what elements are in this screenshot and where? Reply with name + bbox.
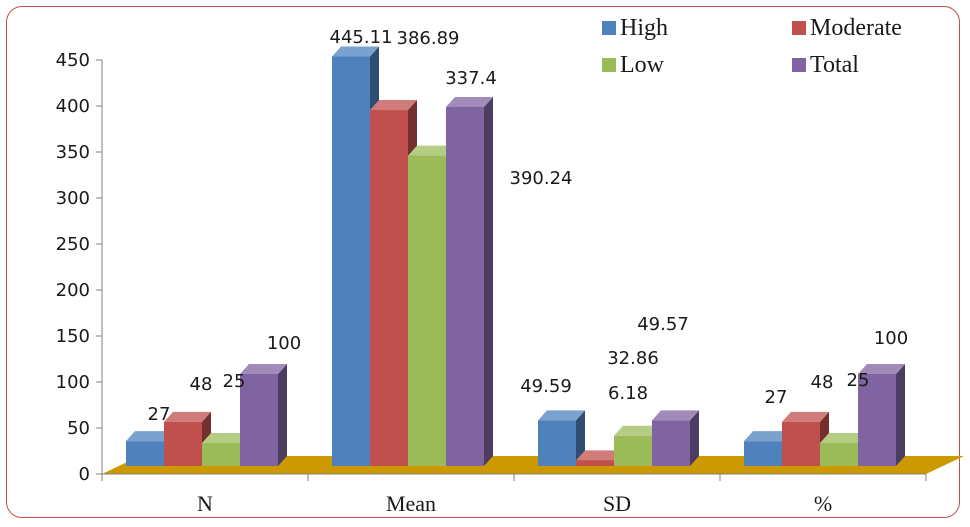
bar-total-sd bbox=[652, 420, 690, 466]
y-tick-label: 150 bbox=[56, 326, 90, 347]
bar-moderate-n bbox=[164, 421, 202, 466]
bar-moderate-mean bbox=[370, 110, 408, 466]
legend-label-total: Total bbox=[810, 52, 859, 78]
bar-low-pct-top bbox=[820, 433, 867, 443]
data-label-low-mean: 337.4 bbox=[445, 68, 497, 89]
bar-low-mean-top bbox=[408, 145, 455, 156]
data-label-total-mean: 390.24 bbox=[510, 168, 573, 189]
bar-total-mean-top bbox=[446, 96, 493, 107]
bar-total-pct-side bbox=[896, 364, 905, 466]
data-label-high-mean: 445.11 bbox=[330, 27, 393, 48]
bar-low-sd-top bbox=[614, 425, 661, 436]
x-category-label: N bbox=[197, 491, 213, 516]
bar-low-n bbox=[202, 443, 240, 466]
bar-total-sd-side bbox=[690, 410, 699, 466]
bar-low-mean bbox=[408, 155, 446, 467]
y-tick-label: 0 bbox=[79, 464, 90, 485]
bar-moderate-pct bbox=[782, 421, 820, 466]
bar-total-mean-side bbox=[484, 96, 493, 467]
bar-total-pct-top bbox=[858, 364, 905, 374]
bar-high-pct-top bbox=[744, 431, 791, 442]
legend-swatch-total bbox=[792, 58, 806, 72]
bar-moderate-sd bbox=[576, 460, 614, 466]
legend-label-low: Low bbox=[620, 52, 665, 78]
y-tick-label: 100 bbox=[56, 372, 90, 393]
x-category-label: Mean bbox=[386, 491, 436, 516]
bar-total-n bbox=[240, 374, 278, 466]
x-category-label: SD bbox=[603, 491, 631, 516]
bar-low-sd bbox=[614, 435, 652, 466]
legend-swatch-high bbox=[602, 21, 616, 35]
bar-moderate-mean-top bbox=[370, 100, 417, 111]
data-label-high-pct: 27 bbox=[765, 387, 788, 408]
legend-swatch-moderate bbox=[792, 21, 806, 35]
bar-total-mean bbox=[446, 106, 484, 467]
bar-high-n bbox=[126, 441, 164, 466]
bar-high-sd-top bbox=[538, 410, 585, 421]
bar-total-pct bbox=[858, 374, 896, 466]
data-label-high-n: 27 bbox=[148, 404, 171, 425]
bar-total-n-top bbox=[240, 364, 287, 374]
data-label-moderate-n: 48 bbox=[190, 374, 213, 395]
bar-total-sd-top bbox=[652, 410, 699, 421]
data-label-moderate-sd: 6.18 bbox=[608, 383, 648, 404]
legend-label-high: High bbox=[620, 15, 668, 41]
legend-label-moderate: Moderate bbox=[810, 15, 902, 41]
bar-high-mean-top bbox=[332, 46, 379, 57]
bar-high-sd bbox=[538, 420, 576, 466]
y-tick-label: 450 bbox=[56, 50, 90, 71]
bar-high-sd-side bbox=[576, 410, 585, 466]
data-label-moderate-mean: 386.89 bbox=[397, 28, 460, 49]
bar-low-n-top bbox=[202, 433, 249, 443]
legend-swatch-low bbox=[602, 58, 616, 72]
bar-total-n-side bbox=[278, 364, 287, 466]
data-label-total-n: 100 bbox=[267, 333, 301, 354]
bar-moderate-pct-top bbox=[782, 411, 829, 422]
bar-high-mean bbox=[332, 56, 370, 466]
bar-moderate-sd-top bbox=[576, 450, 623, 461]
bar-high-n-top bbox=[126, 431, 173, 442]
bar-high-pct bbox=[744, 441, 782, 466]
y-tick-label: 400 bbox=[56, 96, 90, 117]
y-tick-label: 250 bbox=[56, 234, 90, 255]
x-category-label: % bbox=[814, 491, 832, 516]
y-tick-label: 200 bbox=[56, 280, 90, 301]
data-label-moderate-pct: 48 bbox=[811, 372, 834, 393]
y-tick-label: 300 bbox=[56, 188, 90, 209]
data-label-low-sd: 32.86 bbox=[607, 348, 659, 369]
data-label-total-sd: 49.57 bbox=[637, 314, 689, 335]
y-tick-label: 350 bbox=[56, 142, 90, 163]
y-tick-label: 50 bbox=[67, 418, 90, 439]
data-label-high-sd: 49.59 bbox=[520, 376, 572, 397]
data-label-low-n: 25 bbox=[223, 371, 246, 392]
data-label-total-pct: 100 bbox=[874, 328, 908, 349]
data-label-low-pct: 25 bbox=[847, 370, 870, 391]
bar-moderate-n-top bbox=[164, 411, 211, 422]
bar-low-pct bbox=[820, 443, 858, 466]
